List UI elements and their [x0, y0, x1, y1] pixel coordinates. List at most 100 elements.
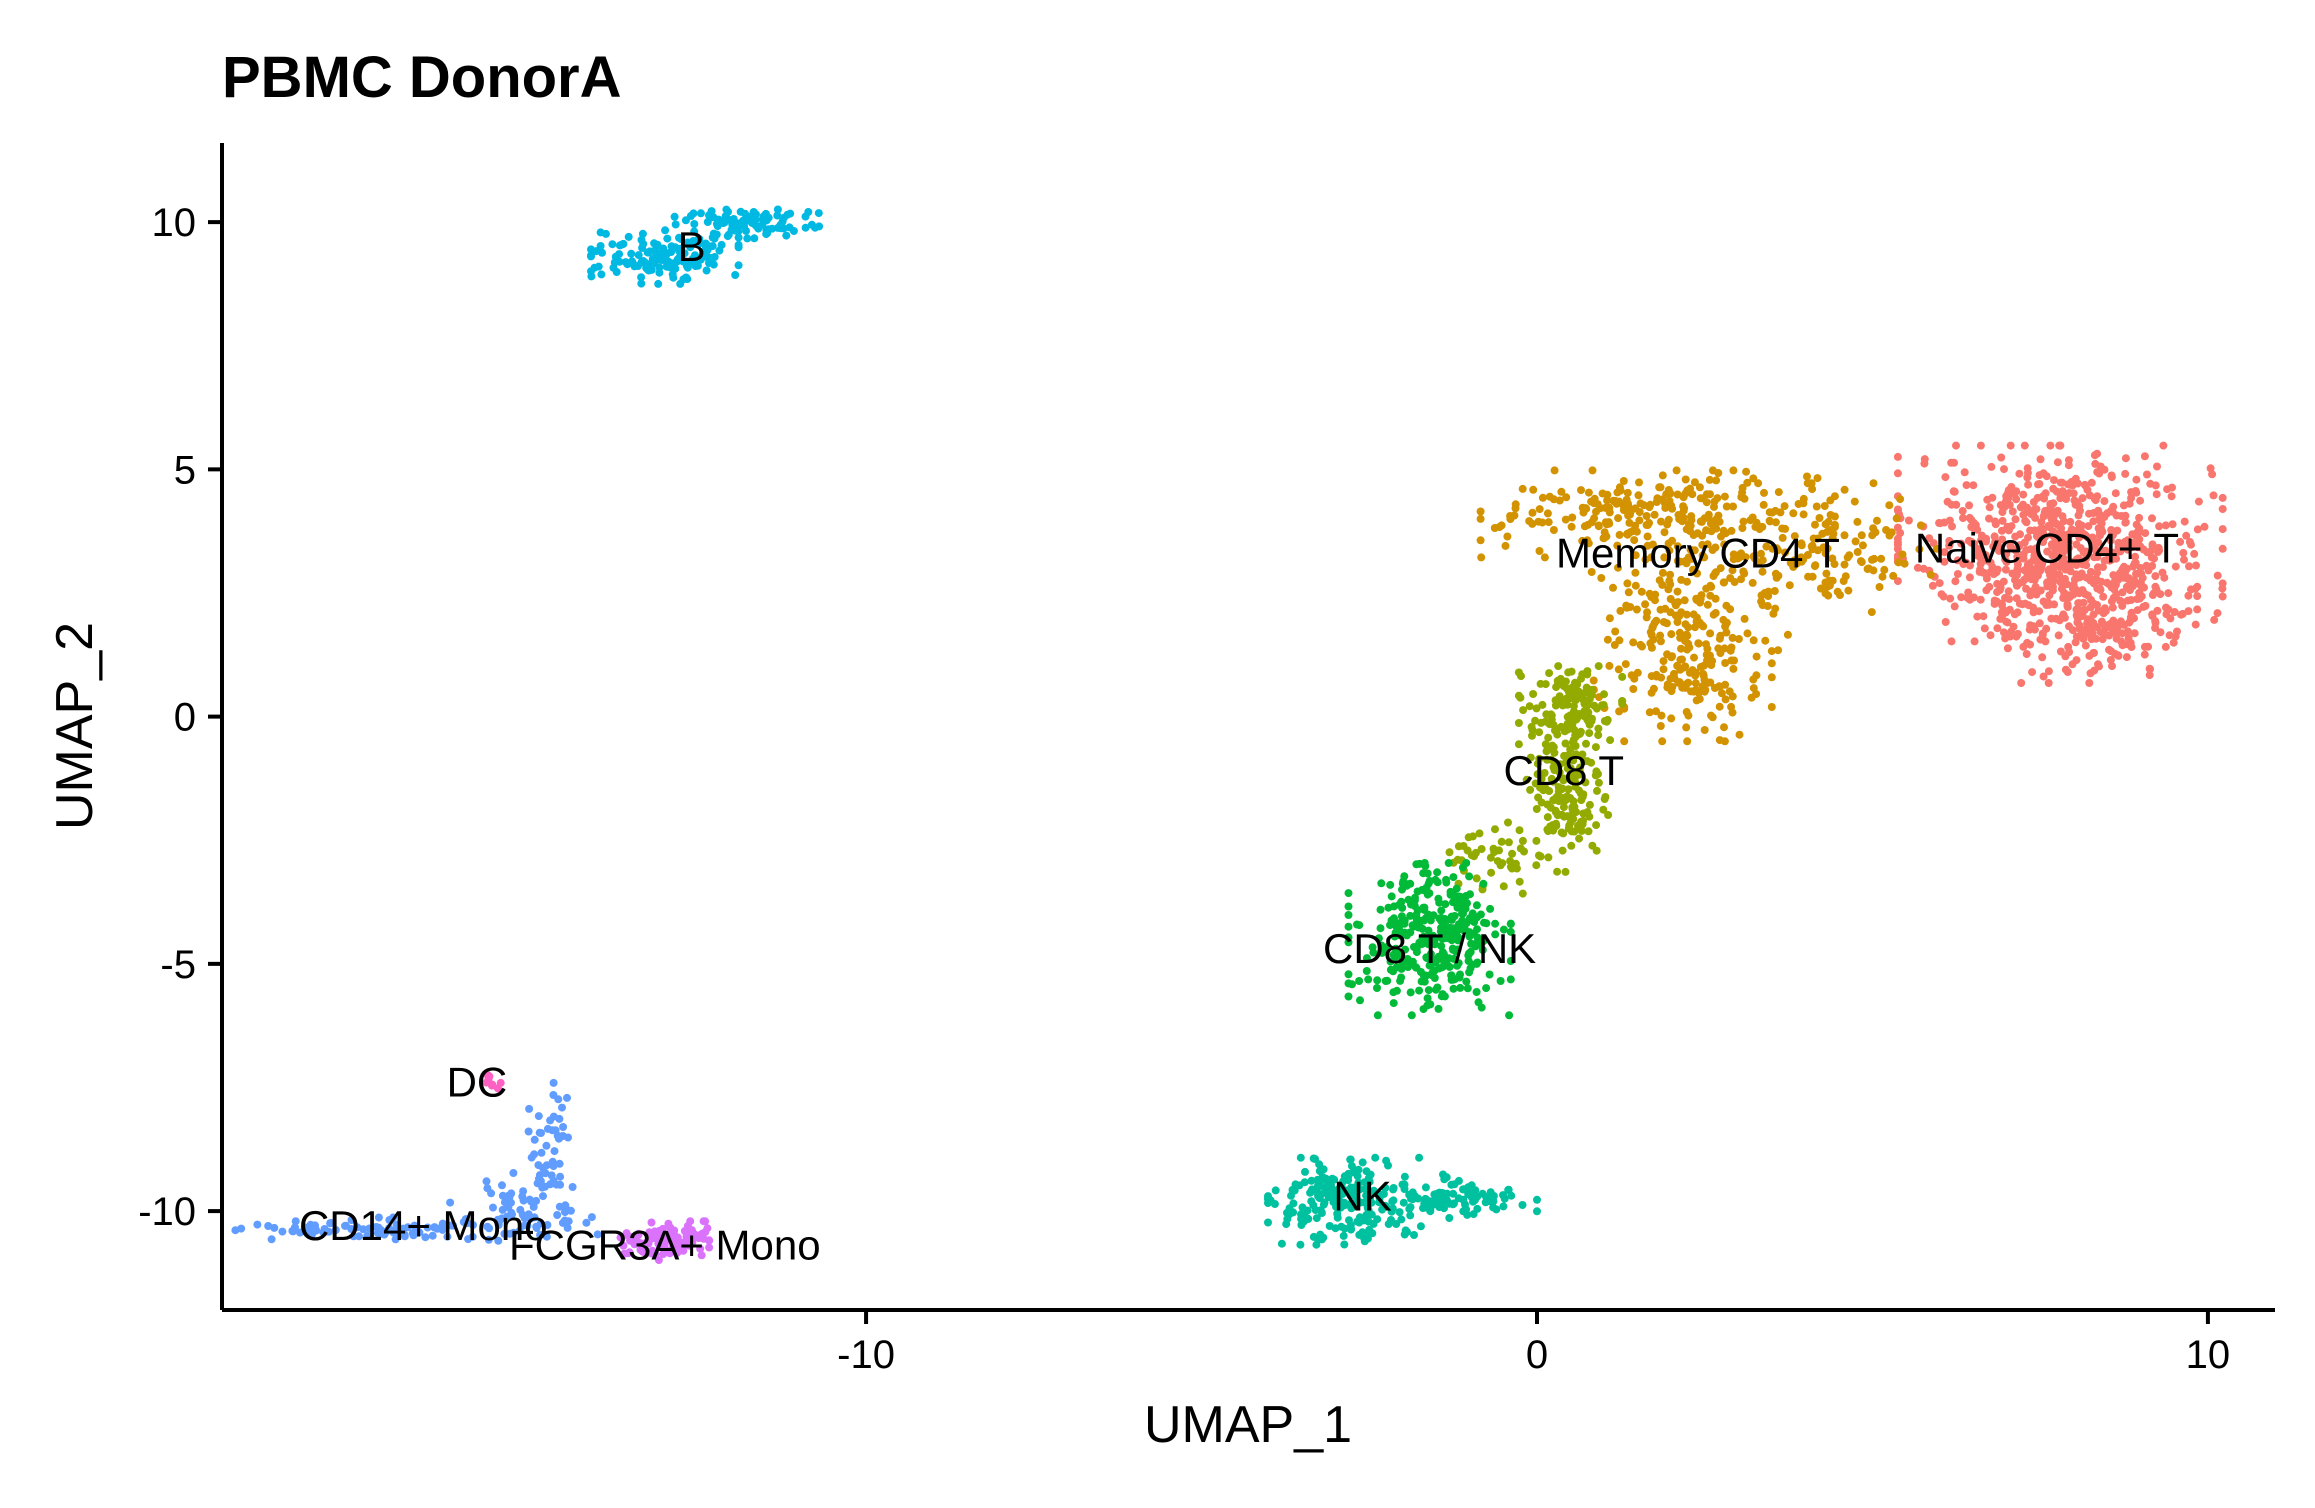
cell-point	[1451, 893, 1460, 902]
cluster-label: CD8 T / NK	[1323, 925, 1536, 972]
cell-point	[1681, 662, 1690, 671]
cell-point	[668, 270, 677, 279]
cell-point	[1878, 572, 1887, 581]
cell-point	[2112, 511, 2121, 520]
cell-point	[2061, 534, 2070, 543]
cell-point	[2140, 452, 2149, 461]
cell-point	[415, 1228, 424, 1237]
cell-point	[1506, 920, 1515, 929]
cell-point	[2056, 441, 2065, 450]
cell-point	[2002, 558, 2011, 566]
cell-point	[489, 1203, 497, 1212]
cell-point	[1893, 469, 1902, 478]
cell-point	[2184, 591, 2193, 600]
cell-point	[1434, 1004, 1443, 1013]
cell-point	[1692, 696, 1701, 705]
cell-point	[2019, 642, 2028, 651]
cell-point	[1795, 554, 1804, 563]
cell-point	[1664, 539, 1673, 548]
cell-point	[1395, 919, 1404, 928]
cell-point	[2006, 441, 2015, 450]
cell-point	[2123, 545, 2132, 554]
cell-point	[1694, 688, 1703, 697]
cell-point	[1738, 483, 1747, 492]
cell-point	[2100, 465, 2109, 474]
cell-point	[1462, 977, 1471, 986]
cell-point	[237, 1224, 246, 1233]
cell-point	[696, 209, 705, 218]
cell-point	[1476, 514, 1485, 523]
cell-point	[1402, 931, 1411, 940]
cell-point	[2106, 656, 2115, 664]
cell-point	[2046, 441, 2055, 450]
cell-point	[1384, 1161, 1392, 1170]
cell-point	[1533, 759, 1542, 768]
cell-point	[1579, 508, 1588, 517]
cell-point	[2004, 587, 2013, 596]
cell-point	[527, 1197, 536, 1206]
cell-point	[551, 1126, 560, 1135]
cell-point	[661, 226, 670, 235]
cell-point	[1682, 559, 1691, 568]
cell-point	[2131, 552, 2140, 561]
cell-point	[2118, 588, 2127, 597]
cell-point	[1826, 511, 1835, 519]
cell-point	[1695, 618, 1704, 627]
cell-point	[1465, 949, 1473, 958]
cell-point	[524, 1127, 533, 1136]
cell-point	[1412, 860, 1421, 869]
cell-point	[1702, 584, 1711, 593]
cell-point	[618, 1233, 626, 1242]
cell-point	[2121, 469, 2130, 478]
cell-point	[546, 1180, 555, 1189]
cell-point	[1729, 664, 1738, 673]
cell-point	[519, 1187, 528, 1196]
cell-point	[1619, 506, 1628, 514]
cell-point	[2151, 582, 2160, 591]
cell-point	[2059, 594, 2068, 602]
cell-point	[1675, 612, 1684, 620]
cell-point	[1715, 702, 1724, 711]
cell-point	[508, 1210, 516, 1219]
cell-point	[1959, 514, 1967, 523]
cell-point	[2077, 521, 2086, 530]
cell-point	[2035, 480, 2044, 488]
cell-point	[1571, 782, 1580, 791]
cell-point	[1606, 736, 1615, 745]
cell-point	[690, 227, 699, 236]
cell-point	[2158, 568, 2167, 577]
cell-point	[1437, 906, 1446, 915]
cell-point	[519, 1196, 528, 1205]
cell-point	[560, 1216, 569, 1225]
cell-point	[1631, 568, 1640, 577]
cell-point	[1322, 1182, 1331, 1191]
cell-point	[743, 234, 752, 243]
cell-point	[2089, 517, 2098, 526]
cell-point	[1781, 524, 1790, 533]
y-tick-label: -10	[138, 1190, 196, 1234]
cell-point	[2099, 592, 2108, 601]
cell-point	[1400, 872, 1409, 881]
cell-point	[1962, 481, 1971, 490]
cell-point	[634, 251, 643, 260]
cell-point	[1445, 1199, 1454, 1208]
cell-point	[2192, 561, 2200, 570]
cell-point	[1963, 593, 1972, 602]
cell-point	[2152, 490, 2161, 499]
cell-point	[1466, 964, 1475, 973]
cell-point	[2055, 570, 2064, 579]
cell-point	[2040, 494, 2049, 503]
cell-point	[1531, 779, 1540, 788]
cell-point	[1386, 921, 1394, 930]
cell-point	[1729, 502, 1737, 511]
cell-point	[1467, 1181, 1476, 1190]
cell-point	[1698, 540, 1707, 549]
cell-point	[1638, 642, 1646, 651]
cell-point	[1648, 623, 1657, 632]
y-axis-ticks: 10 5 0 -5 -10	[138, 201, 222, 1234]
cell-point	[1843, 553, 1852, 562]
cell-point	[1476, 536, 1485, 545]
cell-point	[1574, 770, 1583, 779]
cell-point	[542, 1232, 551, 1241]
cell-point	[1445, 848, 1454, 857]
